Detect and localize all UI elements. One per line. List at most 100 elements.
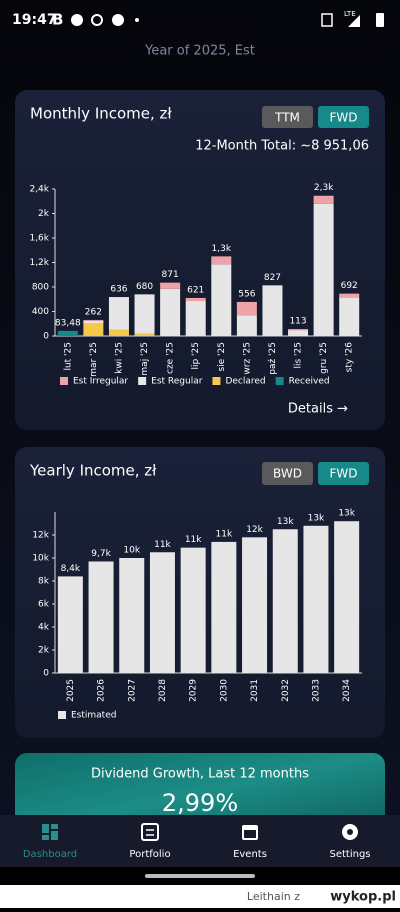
y-tick-label: 400 xyxy=(32,307,49,317)
value-label: 13k xyxy=(277,517,294,527)
bottom-nav xyxy=(0,815,400,867)
button-bg xyxy=(318,462,369,485)
y-tick-label: 1,2k xyxy=(29,258,49,268)
nav-label[interactable]: Portfolio xyxy=(129,849,170,860)
growth-card xyxy=(15,753,385,833)
y-tick-label: 4k xyxy=(38,623,50,633)
card-title: Monthly Income, zł xyxy=(30,105,172,123)
x-tick-label: lip '25 xyxy=(191,342,201,370)
bar-segment xyxy=(334,521,360,673)
bar-segment xyxy=(119,558,145,673)
value-label: 13k xyxy=(338,509,355,519)
nav-icon xyxy=(42,823,358,841)
total-label: 262 xyxy=(85,307,102,317)
bar-segment xyxy=(83,323,104,336)
legend-swatch xyxy=(275,377,284,385)
value-label: 11k xyxy=(154,540,171,550)
y-tick-label: 0 xyxy=(43,332,49,342)
bar-segment xyxy=(339,297,360,336)
nav-label[interactable]: Events xyxy=(233,849,267,860)
y-tick-label: 8k xyxy=(38,577,50,587)
bar-segment xyxy=(236,301,257,316)
legend-label: Received xyxy=(289,377,330,387)
legend-label: Est Regular xyxy=(151,377,203,387)
bar-segment xyxy=(57,330,78,336)
bar-segment xyxy=(313,203,334,336)
toggle-button[interactable]: FWD xyxy=(318,106,369,128)
bar-segment xyxy=(211,541,237,673)
y-tick-label: 0 xyxy=(43,669,49,679)
growth-title: Dividend Growth, Last 12 months xyxy=(91,767,309,782)
x-tick-label: 2030 xyxy=(219,679,229,702)
x-tick-label: 2033 xyxy=(311,679,321,702)
value-label: 8,4k xyxy=(61,564,81,574)
yearly-chart: 0 2k 4k 6k 8k 10k 12k 2025 8,4k 2026 9,7k 2027 10k 20… xyxy=(32,509,362,721)
value-label: 13k xyxy=(308,513,325,523)
bar-segment xyxy=(108,297,129,330)
x-tick-label: kwi '25 xyxy=(114,342,124,374)
value-label: 12k xyxy=(246,525,263,535)
monthly-chart: 0 400 800 1,2k 1,6k 2k 2,4k lut '25 83,48 mar '25… xyxy=(29,183,362,387)
total-label: 556 xyxy=(238,289,255,299)
x-tick-label: maj '25 xyxy=(140,342,150,376)
total-label: 83,48 xyxy=(55,318,81,328)
x-tick-label: 2031 xyxy=(250,679,260,702)
status-time: 19:47 xyxy=(12,12,57,28)
nfc-icon xyxy=(321,13,333,27)
x-tick-label: 2032 xyxy=(281,679,291,702)
button-label[interactable]: TTM xyxy=(274,111,300,125)
total-label: 2,3k xyxy=(314,183,334,193)
bar-segment xyxy=(272,529,298,673)
total-label: 621 xyxy=(187,285,204,295)
status-icon xyxy=(112,14,124,26)
button-label[interactable]: FWD xyxy=(329,111,357,125)
toggle-button[interactable]: TTM xyxy=(262,106,313,128)
nav-label[interactable]: Settings xyxy=(329,849,370,860)
bar-segment xyxy=(83,319,104,321)
card xyxy=(15,90,385,430)
value-label: 10k xyxy=(123,546,140,556)
x-tick-label: 2028 xyxy=(158,679,168,702)
bar-segment xyxy=(211,264,232,336)
y-tick-label: 1,6k xyxy=(29,234,49,244)
y-tick-label: 6k xyxy=(38,600,50,610)
value-label: 9,7k xyxy=(91,549,111,559)
nav-label[interactable]: Dashboard xyxy=(23,849,77,860)
x-tick-label: 2027 xyxy=(127,679,137,702)
x-tick-label: lis '25 xyxy=(294,342,304,368)
button-bg xyxy=(318,106,369,128)
bar-segment xyxy=(288,330,309,336)
bar-segment xyxy=(262,285,283,336)
bar-segment xyxy=(134,333,155,336)
x-tick-label: 2029 xyxy=(189,679,199,702)
button-bg xyxy=(262,462,313,485)
total-label: 680 xyxy=(136,282,153,292)
status-icon xyxy=(91,14,103,26)
value-label: 11k xyxy=(216,529,233,539)
toggle-button[interactable]: FWD xyxy=(318,462,369,485)
details-link[interactable]: Details → xyxy=(288,402,348,417)
bar-segment xyxy=(313,195,334,204)
bar-segment xyxy=(303,525,329,673)
signal-icon xyxy=(348,15,360,27)
button-label[interactable]: BWD xyxy=(273,467,302,481)
total-label: 871 xyxy=(162,270,179,280)
watermark-bar xyxy=(0,885,400,908)
x-tick-label: sty '26 xyxy=(345,342,355,373)
toggle-button[interactable]: BWD xyxy=(262,462,313,485)
status-icon: B xyxy=(52,11,63,29)
battery-icon xyxy=(376,13,384,27)
y-tick-label: 800 xyxy=(32,283,49,293)
button-label[interactable]: FWD xyxy=(329,467,357,481)
x-tick-label: mar '25 xyxy=(89,342,99,377)
watermark-user: Leithain z xyxy=(247,890,300,903)
bar-segment xyxy=(236,315,257,336)
legend-label: Estimated xyxy=(71,711,116,721)
y-tick-label: 2k xyxy=(38,646,50,656)
y-tick-label: 2,4k xyxy=(29,185,49,195)
total-label: 692 xyxy=(341,281,358,291)
bar-segment xyxy=(160,288,181,336)
bar-segment xyxy=(185,297,206,302)
card-title: Yearly Income, zł xyxy=(29,462,157,480)
